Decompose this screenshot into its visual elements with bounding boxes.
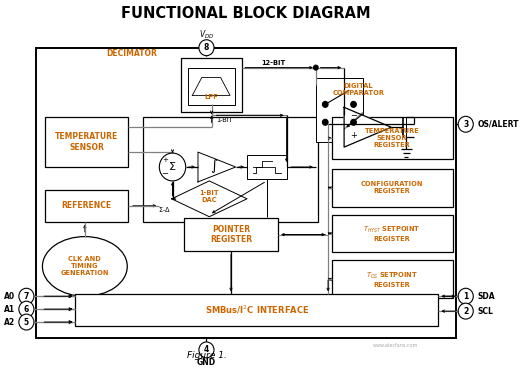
Circle shape <box>199 342 214 358</box>
Text: $\int$: $\int$ <box>210 157 218 175</box>
Circle shape <box>458 116 473 132</box>
Circle shape <box>323 119 328 125</box>
Bar <box>332 117 453 159</box>
Text: 1: 1 <box>463 292 468 301</box>
Text: TEMPERATURE
SENSOR
REGISTER: TEMPERATURE SENSOR REGISTER <box>365 128 420 148</box>
Bar <box>144 117 318 222</box>
Circle shape <box>458 303 473 319</box>
Text: REFERENCE: REFERENCE <box>62 201 112 210</box>
Text: 4: 4 <box>204 346 209 354</box>
Bar <box>187 68 235 105</box>
Text: A1: A1 <box>4 305 15 314</box>
Text: 8: 8 <box>204 43 209 52</box>
Circle shape <box>159 153 186 181</box>
Bar <box>75 294 438 326</box>
Text: FUNCTIONAL BLOCK DIAGRAM: FUNCTIONAL BLOCK DIAGRAM <box>121 6 371 21</box>
Text: www.elecfans.com: www.elecfans.com <box>373 343 419 348</box>
Ellipse shape <box>42 237 127 296</box>
Text: +: + <box>350 131 357 140</box>
Text: $\Sigma$: $\Sigma$ <box>169 160 177 172</box>
Text: 5: 5 <box>24 318 29 326</box>
Text: SMBus/I$^2$C INTERFACE: SMBus/I$^2$C INTERFACE <box>205 304 309 316</box>
Circle shape <box>314 65 318 70</box>
Polygon shape <box>172 181 247 217</box>
Text: 6: 6 <box>24 305 29 314</box>
Circle shape <box>19 314 34 330</box>
Bar <box>332 215 453 252</box>
Circle shape <box>19 288 34 304</box>
Text: $T_{OS}$ SETPOINT
REGISTER: $T_{OS}$ SETPOINT REGISTER <box>366 271 418 288</box>
Text: $T_{HYST}$ SETPOINT
REGISTER: $T_{HYST}$ SETPOINT REGISTER <box>363 225 421 242</box>
Polygon shape <box>192 78 230 95</box>
Text: DIGITAL
COMPARATOR: DIGITAL COMPARATOR <box>332 83 384 96</box>
Bar <box>181 58 242 112</box>
Circle shape <box>351 119 357 125</box>
Text: POINTER
REGISTER: POINTER REGISTER <box>210 225 252 244</box>
Bar <box>36 48 456 338</box>
Text: +: + <box>162 157 168 163</box>
Polygon shape <box>198 152 236 182</box>
Text: 12-BIT: 12-BIT <box>261 60 286 66</box>
Text: 1-BIT: 1-BIT <box>216 117 233 123</box>
Bar <box>332 261 453 298</box>
Text: SDA: SDA <box>478 292 495 301</box>
Bar <box>247 155 287 179</box>
Text: −: − <box>350 111 357 120</box>
Text: $\Sigma$-$\Delta$: $\Sigma$-$\Delta$ <box>158 205 171 214</box>
Circle shape <box>458 288 473 304</box>
Circle shape <box>19 301 34 317</box>
Text: A0: A0 <box>4 292 15 301</box>
Polygon shape <box>344 107 392 147</box>
Text: DECIMATOR: DECIMATOR <box>106 49 158 58</box>
Text: Figure 1.: Figure 1. <box>187 351 228 360</box>
Text: LPF: LPF <box>205 95 218 100</box>
Text: OS/ALERT: OS/ALERT <box>478 120 519 129</box>
Text: TEMPERATURE
SENSOR: TEMPERATURE SENSOR <box>55 132 118 152</box>
Bar <box>45 190 128 222</box>
Circle shape <box>323 102 328 107</box>
Text: 7: 7 <box>23 292 29 301</box>
Bar <box>316 78 363 142</box>
Text: SCL: SCL <box>478 307 494 316</box>
Text: GND: GND <box>197 358 216 367</box>
Text: CONFIGURATION
REGISTER: CONFIGURATION REGISTER <box>361 181 423 194</box>
Text: A2: A2 <box>4 318 15 326</box>
Bar <box>184 218 278 251</box>
Circle shape <box>199 40 214 56</box>
Text: $V_{DD}$: $V_{DD}$ <box>199 29 214 41</box>
Circle shape <box>351 102 357 107</box>
Text: 1-BIT
DAC: 1-BIT DAC <box>199 190 219 204</box>
Text: CLK AND
TIMING
GENERATION: CLK AND TIMING GENERATION <box>61 256 109 276</box>
Text: −: − <box>161 169 169 178</box>
Text: 2: 2 <box>463 307 468 316</box>
Bar <box>332 169 453 207</box>
Bar <box>45 117 128 167</box>
Text: 3: 3 <box>463 120 468 129</box>
